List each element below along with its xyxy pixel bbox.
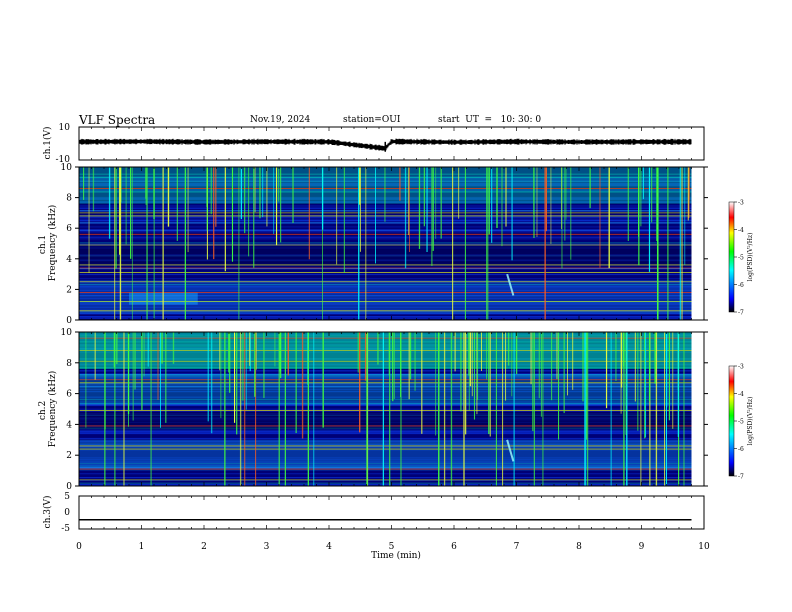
time-tick-label: 9: [639, 542, 645, 552]
freq-tick-label: 4: [66, 255, 72, 265]
freq-tick-label: 10: [61, 328, 73, 338]
time-tick-label: 0: [76, 542, 82, 552]
colorbar-tick-label: -7: [738, 310, 744, 317]
ch2-spectrogram-image: [79, 332, 704, 486]
ch1-ytick-top: 10: [59, 123, 71, 133]
colorbar-tick-label: -6: [738, 282, 744, 289]
ch3-ytick-mid: 0: [64, 508, 70, 518]
time-tick-label: 2: [201, 542, 207, 552]
colorbar-tick-label: -5: [738, 419, 744, 426]
ch1-waveform-panel: 10 -10 ch.1(V): [42, 123, 705, 165]
ch1-spec-ylabel-channel: ch.1: [38, 235, 48, 254]
station-label: station=OUI: [343, 115, 401, 125]
colorbar-tick-label: -5: [738, 255, 744, 262]
freq-tick-label: 6: [66, 224, 72, 234]
ch1-spec-ylabel: ch.1 Frequency (kHz): [38, 205, 58, 282]
time-axis-ticks: 0 1 2 3 4 5 6 7 8 9 10: [76, 127, 710, 552]
freq-tick-label: 10: [61, 163, 73, 173]
ch1-frequency-axis: 0 2 4 6 8 10: [61, 163, 708, 326]
ch1-spec-ylabel-freq: Frequency (kHz): [47, 205, 58, 282]
colorbar-tick-label: -4: [738, 391, 744, 398]
ch2-spec-ylabel-channel: ch.2: [38, 401, 48, 420]
freq-tick-label: 6: [66, 390, 72, 400]
colorbar-tick-label: -3: [738, 200, 744, 207]
ch1-ytick-bottom: -10: [56, 155, 71, 165]
time-tick-label: 10: [698, 542, 710, 552]
date-label: Nov.19, 2024: [250, 115, 311, 125]
ch1-colorbar-label: log(PSD)(V²/Hz): [747, 233, 754, 282]
ch3-ytick-top: 5: [64, 492, 70, 502]
ch2-colorbar: -3 -4 -5 -6 -7 log(PSD)(V²/Hz): [728, 364, 754, 481]
ch2-spectrogram-panel: 0 2 4 6 8 10 ch.2 Frequency (kHz) -3 -4 -5 -6 -7 …: [38, 328, 754, 492]
ch1-waveform-trace: [78, 138, 692, 152]
ch3-waveform-panel: 5 0 -5 ch.3(V): [42, 492, 705, 534]
ch1-spectrogram-image: [79, 167, 704, 320]
freq-tick-label: 2: [66, 285, 72, 295]
ch2-colorbar-label: log(PSD)(V²/Hz): [747, 397, 754, 446]
time-tick-label: 1: [139, 542, 145, 552]
time-tick-label: 4: [326, 542, 332, 552]
ch3-ylabel: ch.3(V): [42, 496, 53, 529]
figure-title: VLF Spectra: [79, 113, 156, 127]
time-axis-label: Time (min): [371, 550, 421, 561]
time-tick-label: 7: [514, 542, 520, 552]
ch2-frequency-axis: 0 2 4 6 8 10: [61, 328, 708, 492]
colorbar-tick-label: -3: [738, 364, 744, 371]
time-tick-label: 3: [264, 542, 270, 552]
ch1-trace: [78, 138, 692, 151]
colorbar-tick-label: -7: [738, 474, 744, 481]
time-tick-label: 6: [451, 542, 457, 552]
freq-tick-label: 0: [66, 482, 72, 492]
colorbar-tick-label: -6: [738, 446, 744, 453]
ch1-ylabel: ch.1(V): [42, 127, 53, 160]
time-tick-label: 5: [389, 542, 395, 552]
freq-tick-label: 8: [66, 194, 72, 204]
ch2-spec-ylabel-freq: Frequency (kHz): [47, 371, 58, 448]
ch3-ytick-bottom: -5: [61, 524, 70, 534]
ch2-spec-ylabel: ch.2 Frequency (kHz): [38, 371, 58, 448]
time-tick-label: 8: [576, 542, 582, 552]
colorbar-tick-label: -4: [738, 227, 744, 234]
ch1-colorbar: -3 -4 -5 -6 -7 log(PSD)(V²/Hz): [728, 200, 754, 317]
freq-tick-label: 4: [66, 420, 72, 430]
freq-tick-label: 8: [66, 359, 72, 369]
ch1-spectrogram-panel: 0 2 4 6 8 10 ch.1 Frequency (kHz) -3 -4 -5 -6 -7 …: [38, 163, 754, 326]
freq-tick-label: 0: [66, 316, 72, 326]
freq-tick-label: 2: [66, 451, 72, 461]
start-time-label: start UT = 10: 30: 0: [438, 115, 542, 125]
